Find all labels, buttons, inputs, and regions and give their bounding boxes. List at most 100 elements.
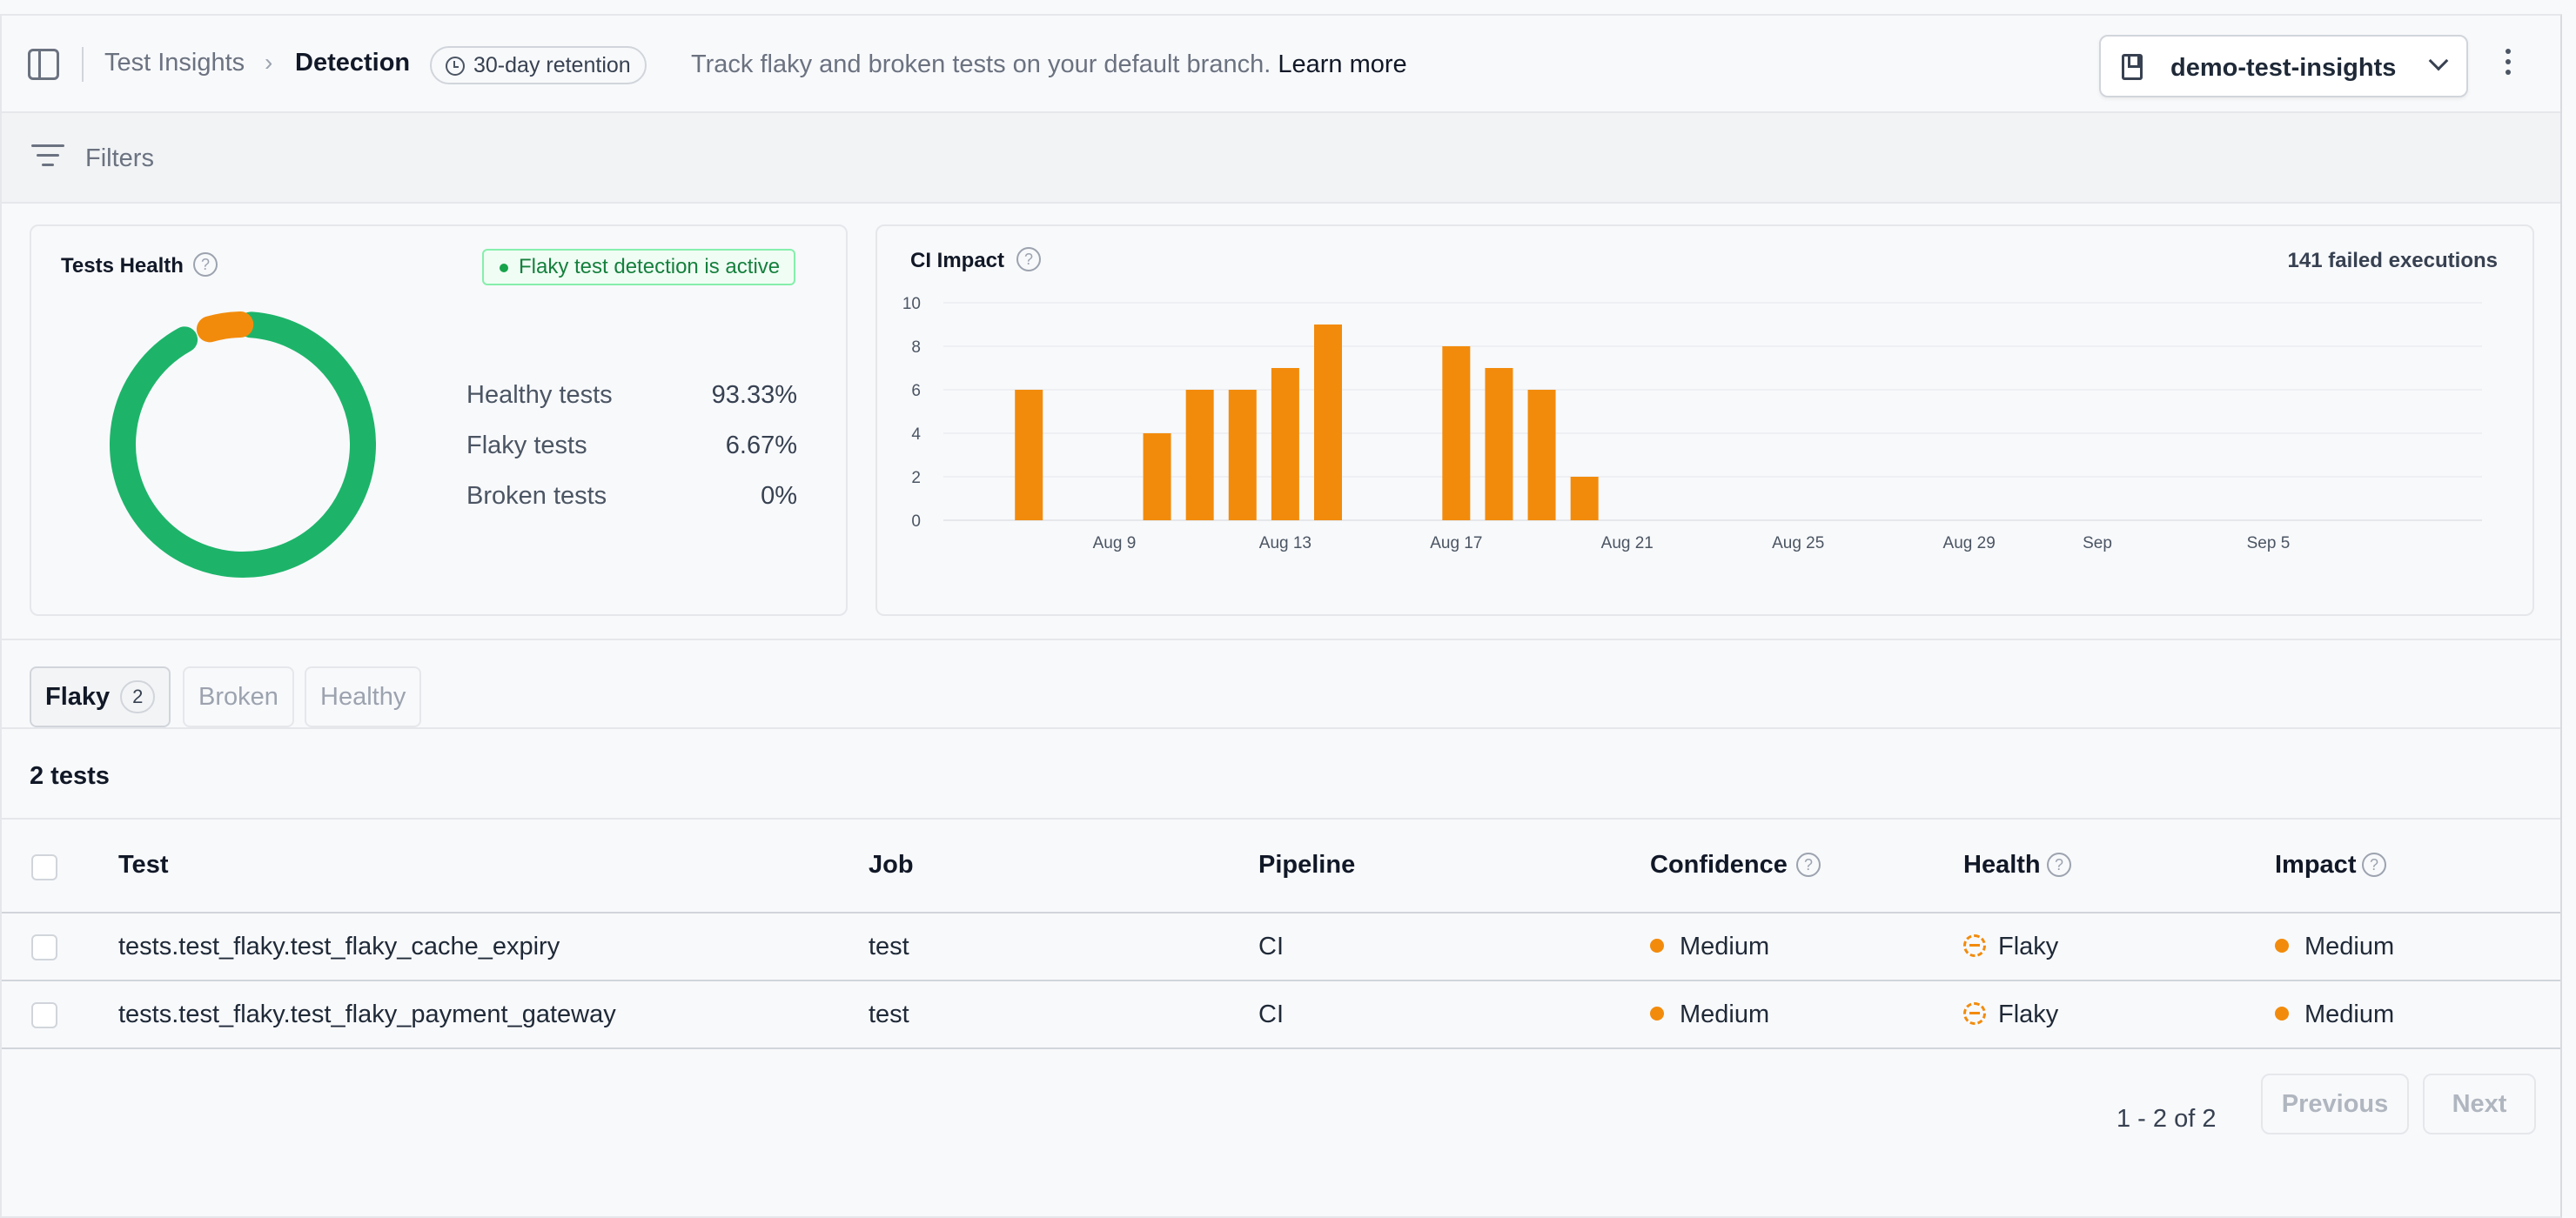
filter-icon[interactable] [31, 144, 64, 171]
column-confidence[interactable]: Confidence [1650, 851, 1788, 879]
stat-flaky-label: Flaky tests [466, 432, 587, 459]
x-tick-label: Sep [2083, 534, 2112, 552]
stat-broken-value: 0% [761, 482, 797, 510]
tab-broken[interactable]: Broken [183, 666, 294, 727]
active-status-dot [500, 264, 508, 272]
x-tick-label: Aug 21 [1601, 534, 1654, 552]
y-tick-label: 10 [902, 295, 921, 313]
x-tick-label: Aug 9 [1093, 534, 1137, 552]
breadcrumb-detection: Detection [295, 49, 411, 77]
stat-flaky-value: 6.67% [725, 432, 797, 459]
stat-flaky: Flaky tests 6.67% [466, 432, 797, 466]
stat-healthy-value: 93.33% [711, 381, 797, 409]
breadcrumb-test-insights[interactable]: Test Insights [104, 49, 245, 77]
chart-bar [1442, 346, 1471, 520]
donut-healthy-segment [110, 311, 376, 578]
column-impact[interactable]: Impact [2275, 851, 2357, 879]
column-job[interactable]: Job [869, 851, 914, 879]
sidebar-toggle-icon[interactable] [28, 49, 59, 80]
stat-healthy: Healthy tests 93.33% [466, 381, 797, 416]
table-header: Test Job Pipeline Confidence ? Health ? … [2, 818, 2560, 914]
row-checkbox[interactable] [31, 934, 57, 960]
select-all-checkbox[interactable] [31, 854, 57, 880]
header-divider [82, 47, 84, 82]
donut-flaky-segment [110, 311, 376, 578]
impact-cell: Medium [2275, 1000, 2394, 1029]
repository-name: demo-test-insights [2170, 54, 2397, 82]
stat-healthy-label: Healthy tests [466, 381, 613, 409]
tab-healthy-label: Healthy [320, 682, 406, 711]
tab-flaky-count: 2 [120, 680, 156, 713]
y-tick-label: 0 [911, 512, 921, 531]
detection-active-badge: Flaky test detection is active [482, 249, 796, 285]
flaky-icon [1963, 934, 1986, 957]
tests-health-title: Tests Health [61, 254, 184, 278]
tab-flaky[interactable]: Flaky 2 [30, 666, 171, 727]
repository-selector[interactable]: demo-test-insights [2099, 35, 2468, 97]
column-pipeline[interactable]: Pipeline [1258, 851, 1356, 879]
x-tick-label: Sep 5 [2247, 534, 2291, 552]
table-row[interactable]: tests.test_flaky.test_flaky_payment_gate… [2, 981, 2560, 1049]
confidence-cell: Medium [1650, 933, 1769, 961]
chart-bar [1143, 433, 1171, 520]
stat-broken-label: Broken tests [466, 482, 607, 510]
more-options-icon[interactable] [2498, 49, 2519, 84]
y-tick-label: 6 [911, 382, 921, 400]
chart-bar [1271, 368, 1299, 520]
tab-broken-label: Broken [198, 682, 278, 711]
page-header: Test Insights › Detection 30-day retenti… [2, 16, 2560, 113]
clock-icon [446, 57, 465, 76]
row-checkbox[interactable] [31, 1002, 57, 1028]
medium-dot-icon [1650, 1007, 1664, 1021]
chart-bar [1015, 390, 1043, 520]
detection-active-label: Flaky test detection is active [519, 255, 781, 278]
chart-bar [1185, 390, 1214, 520]
job-name: test [869, 933, 909, 960]
medium-dot-icon [1650, 939, 1664, 953]
pipeline-name: CI [1258, 933, 1284, 960]
stat-broken: Broken tests 0% [466, 482, 797, 517]
retention-badge: 30-day retention [430, 46, 647, 84]
test-count: 2 tests [30, 762, 110, 790]
retention-label: 30-day retention [473, 52, 631, 77]
tab-healthy[interactable]: Healthy [305, 666, 422, 727]
x-tick-label: Aug 29 [1943, 534, 1996, 552]
test-name[interactable]: tests.test_flaky.test_flaky_payment_gate… [118, 1000, 616, 1028]
chart-bar [1570, 477, 1599, 520]
impact-value: Medium [2304, 1000, 2395, 1028]
app-frame: Test Insights › Detection 30-day retenti… [0, 14, 2562, 1218]
test-name[interactable]: tests.test_flaky.test_flaky_cache_expiry [118, 933, 560, 960]
impact-cell: Medium [2275, 933, 2394, 961]
help-icon[interactable]: ? [2047, 853, 2071, 877]
impact-value: Medium [2304, 933, 2395, 960]
medium-dot-icon [2275, 1007, 2289, 1021]
repository-book-icon [2122, 54, 2143, 80]
confidence-value: Medium [1680, 933, 1770, 960]
filters-button[interactable]: Filters [85, 144, 154, 172]
table-row[interactable]: tests.test_flaky.test_flaky_cache_expiry… [2, 914, 2560, 981]
y-tick-label: 4 [911, 425, 921, 444]
ci-impact-title: CI Impact [910, 249, 1005, 272]
health-value: Flaky [1998, 933, 2059, 960]
y-tick-label: 8 [911, 338, 921, 357]
pagination-range: 1 - 2 of 2 [2116, 1105, 2217, 1133]
x-tick-label: Aug 25 [1772, 534, 1824, 552]
chart-bar [1228, 390, 1257, 520]
chart-bar [1485, 368, 1513, 520]
x-tick-label: Aug 17 [1430, 534, 1482, 552]
ci-impact-chart: 0 2 4 6 8 10 Aug 9 Aug 13 Aug 17 Aug 21 Aug 25 Aug … [902, 295, 2482, 552]
column-test[interactable]: Test [118, 851, 169, 879]
help-icon[interactable]: ? [193, 252, 218, 277]
tests-health-donut [110, 311, 376, 578]
chart-bar [1527, 390, 1556, 520]
column-health[interactable]: Health [1963, 851, 2041, 879]
next-button[interactable]: Next [2423, 1074, 2536, 1134]
help-icon[interactable]: ? [1016, 247, 1041, 271]
description-text: Track flaky and broken tests on your def… [691, 50, 1271, 78]
previous-button[interactable]: Previous [2261, 1074, 2409, 1134]
help-icon[interactable]: ? [1796, 853, 1821, 877]
learn-more-link[interactable]: Learn more [1278, 50, 1407, 78]
job-name: test [869, 1000, 909, 1028]
pipeline-name: CI [1258, 1000, 1284, 1028]
help-icon[interactable]: ? [2362, 853, 2386, 877]
